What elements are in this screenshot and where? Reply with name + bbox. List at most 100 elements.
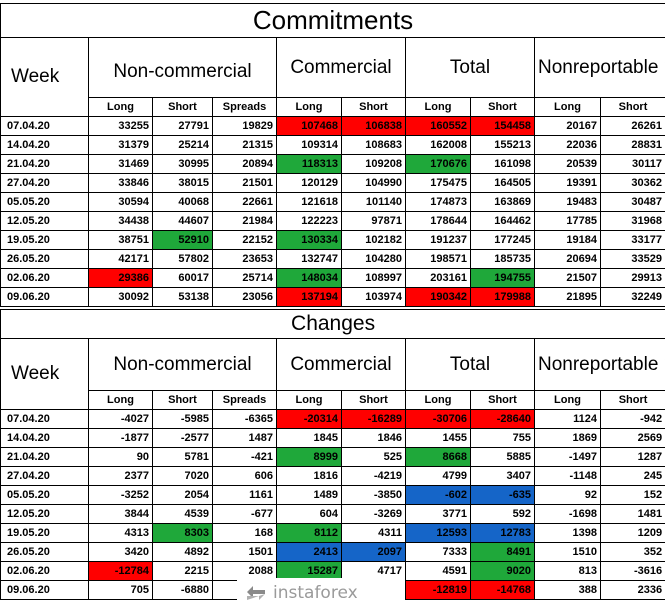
value-cell: 33177 — [599, 230, 665, 250]
value-cell: 22661 — [212, 192, 277, 212]
value-cell: 1398 — [534, 523, 601, 543]
value-cell: 2215 — [152, 561, 213, 581]
value-cell: 30487 — [599, 192, 665, 212]
table-row: 05.05.20 -3252 2054 1161 1489 -3850 -602 -635 92… — [0, 485, 665, 505]
value-cell: 1845 — [276, 428, 342, 448]
value-cell: -1877 — [88, 428, 153, 448]
value-cell: 8999 — [276, 447, 342, 467]
value-cell: 7020 — [152, 466, 213, 486]
value-cell: 52910 — [152, 230, 213, 250]
value-cell: 245 — [599, 466, 665, 486]
value-cell: 42171 — [88, 249, 153, 269]
value-cell: 33529 — [599, 249, 665, 269]
commitments-body: 07.04.20 33255 27791 19829 107468 106838 16055… — [0, 116, 665, 307]
value-cell: 592 — [470, 504, 535, 524]
value-cell: 3844 — [88, 504, 153, 524]
value-cell: 152 — [599, 485, 665, 505]
value-cell: 109208 — [341, 154, 406, 174]
value-cell: 155213 — [470, 135, 535, 155]
value-cell: 30362 — [599, 173, 665, 193]
value-cell: 1487 — [212, 428, 277, 448]
value-cell: 19829 — [212, 116, 277, 136]
week-cell: 19.05.20 — [0, 230, 89, 250]
value-cell: 44607 — [152, 211, 213, 231]
value-cell: 23653 — [212, 249, 277, 269]
value-cell: 175475 — [405, 173, 471, 193]
value-cell: 22036 — [534, 135, 601, 155]
value-cell: 31968 — [599, 211, 665, 231]
value-cell: 108683 — [341, 135, 406, 155]
value-cell: 30594 — [88, 192, 153, 212]
value-cell: 137194 — [276, 287, 342, 307]
subheader-long: Long — [534, 390, 601, 410]
value-cell: 102182 — [341, 230, 406, 250]
value-cell: 122223 — [276, 211, 342, 231]
value-cell: 4539 — [152, 504, 213, 524]
value-cell: 60017 — [152, 268, 213, 288]
value-cell: 168 — [212, 523, 277, 543]
value-cell: 120129 — [276, 173, 342, 193]
value-cell: -12784 — [88, 561, 153, 581]
subheader-short: Short — [470, 390, 535, 410]
week-cell: 21.04.20 — [0, 447, 89, 467]
value-cell: 1161 — [212, 485, 277, 505]
value-cell: 101140 — [341, 192, 406, 212]
value-cell: 38015 — [152, 173, 213, 193]
subheader-short: Short — [341, 97, 406, 117]
value-cell: 19184 — [534, 230, 601, 250]
subheader-short: Short — [152, 390, 213, 410]
value-cell: 1501 — [212, 542, 277, 562]
week-cell: 21.04.20 — [0, 154, 89, 174]
value-cell: 5885 — [470, 447, 535, 467]
total-header: Total — [405, 338, 535, 391]
week-cell: 05.05.20 — [0, 485, 89, 505]
value-cell: 108997 — [341, 268, 406, 288]
value-cell: 19483 — [534, 192, 601, 212]
value-cell: 164505 — [470, 173, 535, 193]
value-cell: 163869 — [470, 192, 535, 212]
value-cell: 178644 — [405, 211, 471, 231]
value-cell: 29386 — [88, 268, 153, 288]
week-cell: 12.05.20 — [0, 504, 89, 524]
subheader-short: Short — [599, 390, 665, 410]
value-cell: 21315 — [212, 135, 277, 155]
week-cell: 02.06.20 — [0, 268, 89, 288]
value-cell: 25714 — [212, 268, 277, 288]
value-cell: -1698 — [534, 504, 601, 524]
value-cell: 104990 — [341, 173, 406, 193]
value-cell: 103974 — [341, 287, 406, 307]
value-cell: 1124 — [534, 409, 601, 429]
value-cell: 162008 — [405, 135, 471, 155]
table-row: 14.04.20 31379 25214 21315 109314 108683 16200… — [0, 135, 665, 155]
value-cell: 31469 — [88, 154, 153, 174]
value-cell: 38751 — [88, 230, 153, 250]
value-cell: -28640 — [470, 409, 535, 429]
table-row: 05.05.20 30594 40068 22661 121618 101140 17487… — [0, 192, 665, 212]
table-row: 21.04.20 31469 30995 20894 118313 109208 17067… — [0, 154, 665, 174]
value-cell: 20694 — [534, 249, 601, 269]
watermark: instaforex — [245, 580, 358, 606]
value-cell: -1148 — [534, 466, 601, 486]
value-cell: 179988 — [470, 287, 535, 307]
subheader-long: Long — [88, 97, 153, 117]
value-cell: 20539 — [534, 154, 601, 174]
commitments-title: Commitments — [0, 3, 665, 38]
value-cell: -635 — [470, 485, 535, 505]
value-cell: 30117 — [599, 154, 665, 174]
value-cell: 606 — [212, 466, 277, 486]
changes-body: 07.04.20 -4027 -5985 -6365 -20314 -16289 -3070… — [0, 409, 665, 600]
value-cell: 388 — [534, 580, 601, 600]
value-cell: 1510 — [534, 542, 601, 562]
value-cell: -4219 — [341, 466, 406, 486]
value-cell: 164462 — [470, 211, 535, 231]
value-cell: 705 — [88, 580, 153, 600]
value-cell: 20894 — [212, 154, 277, 174]
value-cell: -20314 — [276, 409, 342, 429]
value-cell: 4591 — [405, 561, 471, 581]
week-cell: 07.04.20 — [0, 116, 89, 136]
changes-title: Changes — [0, 309, 665, 339]
value-cell: 161098 — [470, 154, 535, 174]
value-cell: 132747 — [276, 249, 342, 269]
value-cell: -30706 — [405, 409, 471, 429]
commercial-header: Commercial — [276, 338, 406, 391]
